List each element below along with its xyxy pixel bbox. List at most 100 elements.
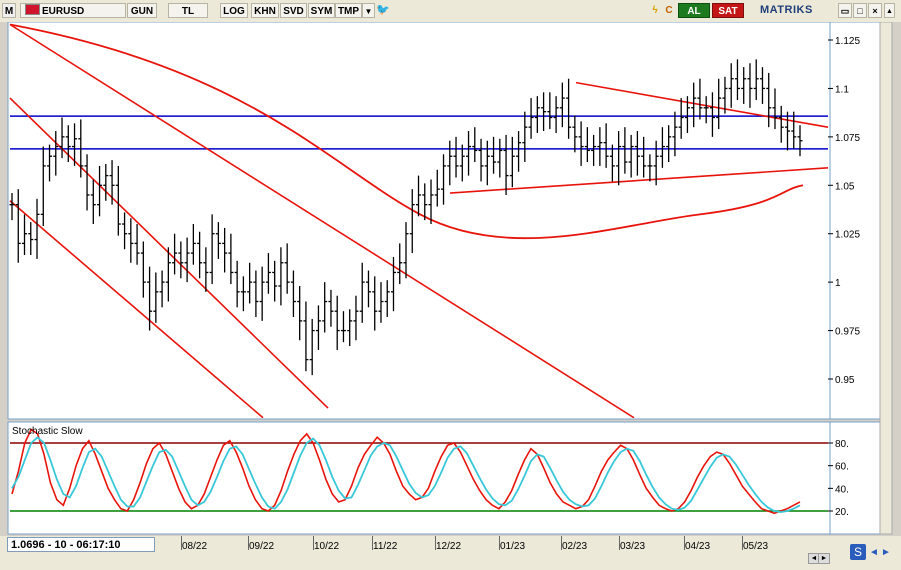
price-bar (672, 111, 678, 157)
price-bar (659, 127, 665, 168)
date-tick-mark (742, 536, 743, 550)
date-tick-mark (684, 536, 685, 550)
twitter-icon[interactable]: 🐦 (376, 3, 390, 18)
lightning-icon[interactable]: ϟ (649, 3, 661, 18)
price-bar (778, 105, 784, 143)
scroll-right-button[interactable]: ► (818, 553, 830, 564)
price-bar (265, 253, 271, 294)
price-bar (390, 256, 396, 312)
price-bar (272, 260, 278, 302)
price-bar (478, 138, 484, 182)
price-bar (422, 183, 428, 221)
date-tick-label: 10/22 (314, 541, 340, 552)
arrow-right-icon[interactable]: ► (881, 547, 891, 558)
price-bar (259, 266, 265, 321)
price-bar (290, 270, 296, 318)
price-bar (165, 247, 171, 302)
price-bar (722, 76, 728, 114)
date-tick-label: 11/22 (373, 541, 398, 552)
toolbar-button-sym[interactable]: SYM (308, 3, 335, 18)
price-bar (684, 96, 690, 133)
flag-icon (25, 4, 40, 15)
price-bar (178, 241, 184, 279)
price-bar (153, 272, 159, 323)
dropdown-arrow-icon[interactable]: ▼ (362, 3, 375, 18)
price-tick-label: 1.075 (835, 133, 860, 144)
price-bar (716, 78, 722, 130)
price-bar (297, 286, 303, 341)
price-bar (647, 154, 653, 182)
buy-button[interactable]: AL (678, 3, 710, 18)
price-bar (703, 96, 709, 124)
price-bar (159, 270, 165, 308)
price-bar (322, 282, 328, 333)
price-bar (15, 189, 21, 263)
symbol-selector[interactable]: EURUSD (20, 3, 126, 18)
scroll-up-icon[interactable]: ▲ (884, 3, 895, 18)
price-bar (641, 136, 647, 178)
date-tick-label: 02/23 (562, 541, 588, 552)
refresh-icon[interactable]: C (662, 3, 676, 18)
stochastic-tick-label: 80. (835, 439, 849, 450)
arrow-left-icon[interactable]: ◄ (869, 547, 879, 558)
price-bar (134, 224, 140, 265)
price-bar (566, 78, 572, 139)
price-bar (459, 144, 465, 182)
price-bar (128, 218, 134, 263)
price-bar (372, 276, 378, 331)
price-tick-label: 1.025 (835, 230, 860, 241)
price-bar (759, 67, 765, 104)
price-bar (378, 282, 384, 323)
date-tick-mark (372, 536, 373, 550)
price-bar (9, 193, 15, 221)
price-bar (278, 247, 284, 306)
price-bar (597, 127, 603, 166)
price-bar (122, 212, 128, 250)
toolbar-button-log[interactable]: LOG (220, 3, 248, 18)
price-bar (403, 222, 409, 279)
price-bar (228, 233, 234, 285)
sell-button[interactable]: SAT (712, 3, 744, 18)
price-tick-label: 1.1 (835, 84, 849, 95)
price-bar (522, 111, 528, 163)
toolbar-button-tl[interactable]: TL (168, 3, 208, 18)
price-bar (109, 160, 115, 205)
chart-area: 1.125 1.1 1.075 1.05 1.025 1 0.975 0.95 80. 60. 40… (0, 22, 901, 536)
status-bar: 1.0696 - 10 - 06:17:10 08/22 09/22 10/22 11… (0, 536, 901, 570)
maximize-button[interactable]: □ (853, 3, 867, 18)
symbol-label: EURUSD (42, 6, 85, 17)
price-bar (197, 231, 203, 279)
price-bar (491, 136, 497, 174)
moving-average-line (9, 23, 804, 240)
price-bar (441, 154, 447, 205)
price-bar (353, 295, 359, 341)
matriks-logo[interactable]: M (2, 3, 16, 18)
toolbar-button-gun[interactable]: GUN (127, 3, 157, 18)
brand-logo: MATRIKS (760, 4, 813, 16)
price-bar (103, 163, 109, 201)
price-bar (47, 144, 53, 182)
price-bar (190, 224, 196, 265)
price-bar (472, 127, 478, 163)
price-bar (572, 115, 578, 153)
price-tick-label: 0.95 (835, 375, 855, 386)
price-bar (234, 260, 240, 308)
price-bar (215, 222, 221, 259)
toolbar-button-tmp[interactable]: TMP (335, 3, 362, 18)
price-bar (72, 123, 78, 166)
price-bar (603, 123, 609, 168)
sync-icon[interactable]: S (850, 544, 866, 560)
price-bar (172, 233, 178, 275)
toolbar-button-svd[interactable]: SVD (280, 3, 307, 18)
price-bar (434, 169, 440, 207)
price-bar (334, 295, 340, 350)
toolbar-button-khn[interactable]: KHN (251, 3, 279, 18)
close-button[interactable]: × (868, 3, 882, 18)
price-bar (509, 136, 515, 188)
price-bar (359, 262, 365, 323)
price-bar (772, 88, 778, 130)
minimize-button[interactable]: ▭ (838, 3, 852, 18)
trend-line-2 (9, 23, 635, 418)
vertical-scrollbar[interactable] (879, 22, 893, 535)
price-bar (240, 276, 246, 312)
